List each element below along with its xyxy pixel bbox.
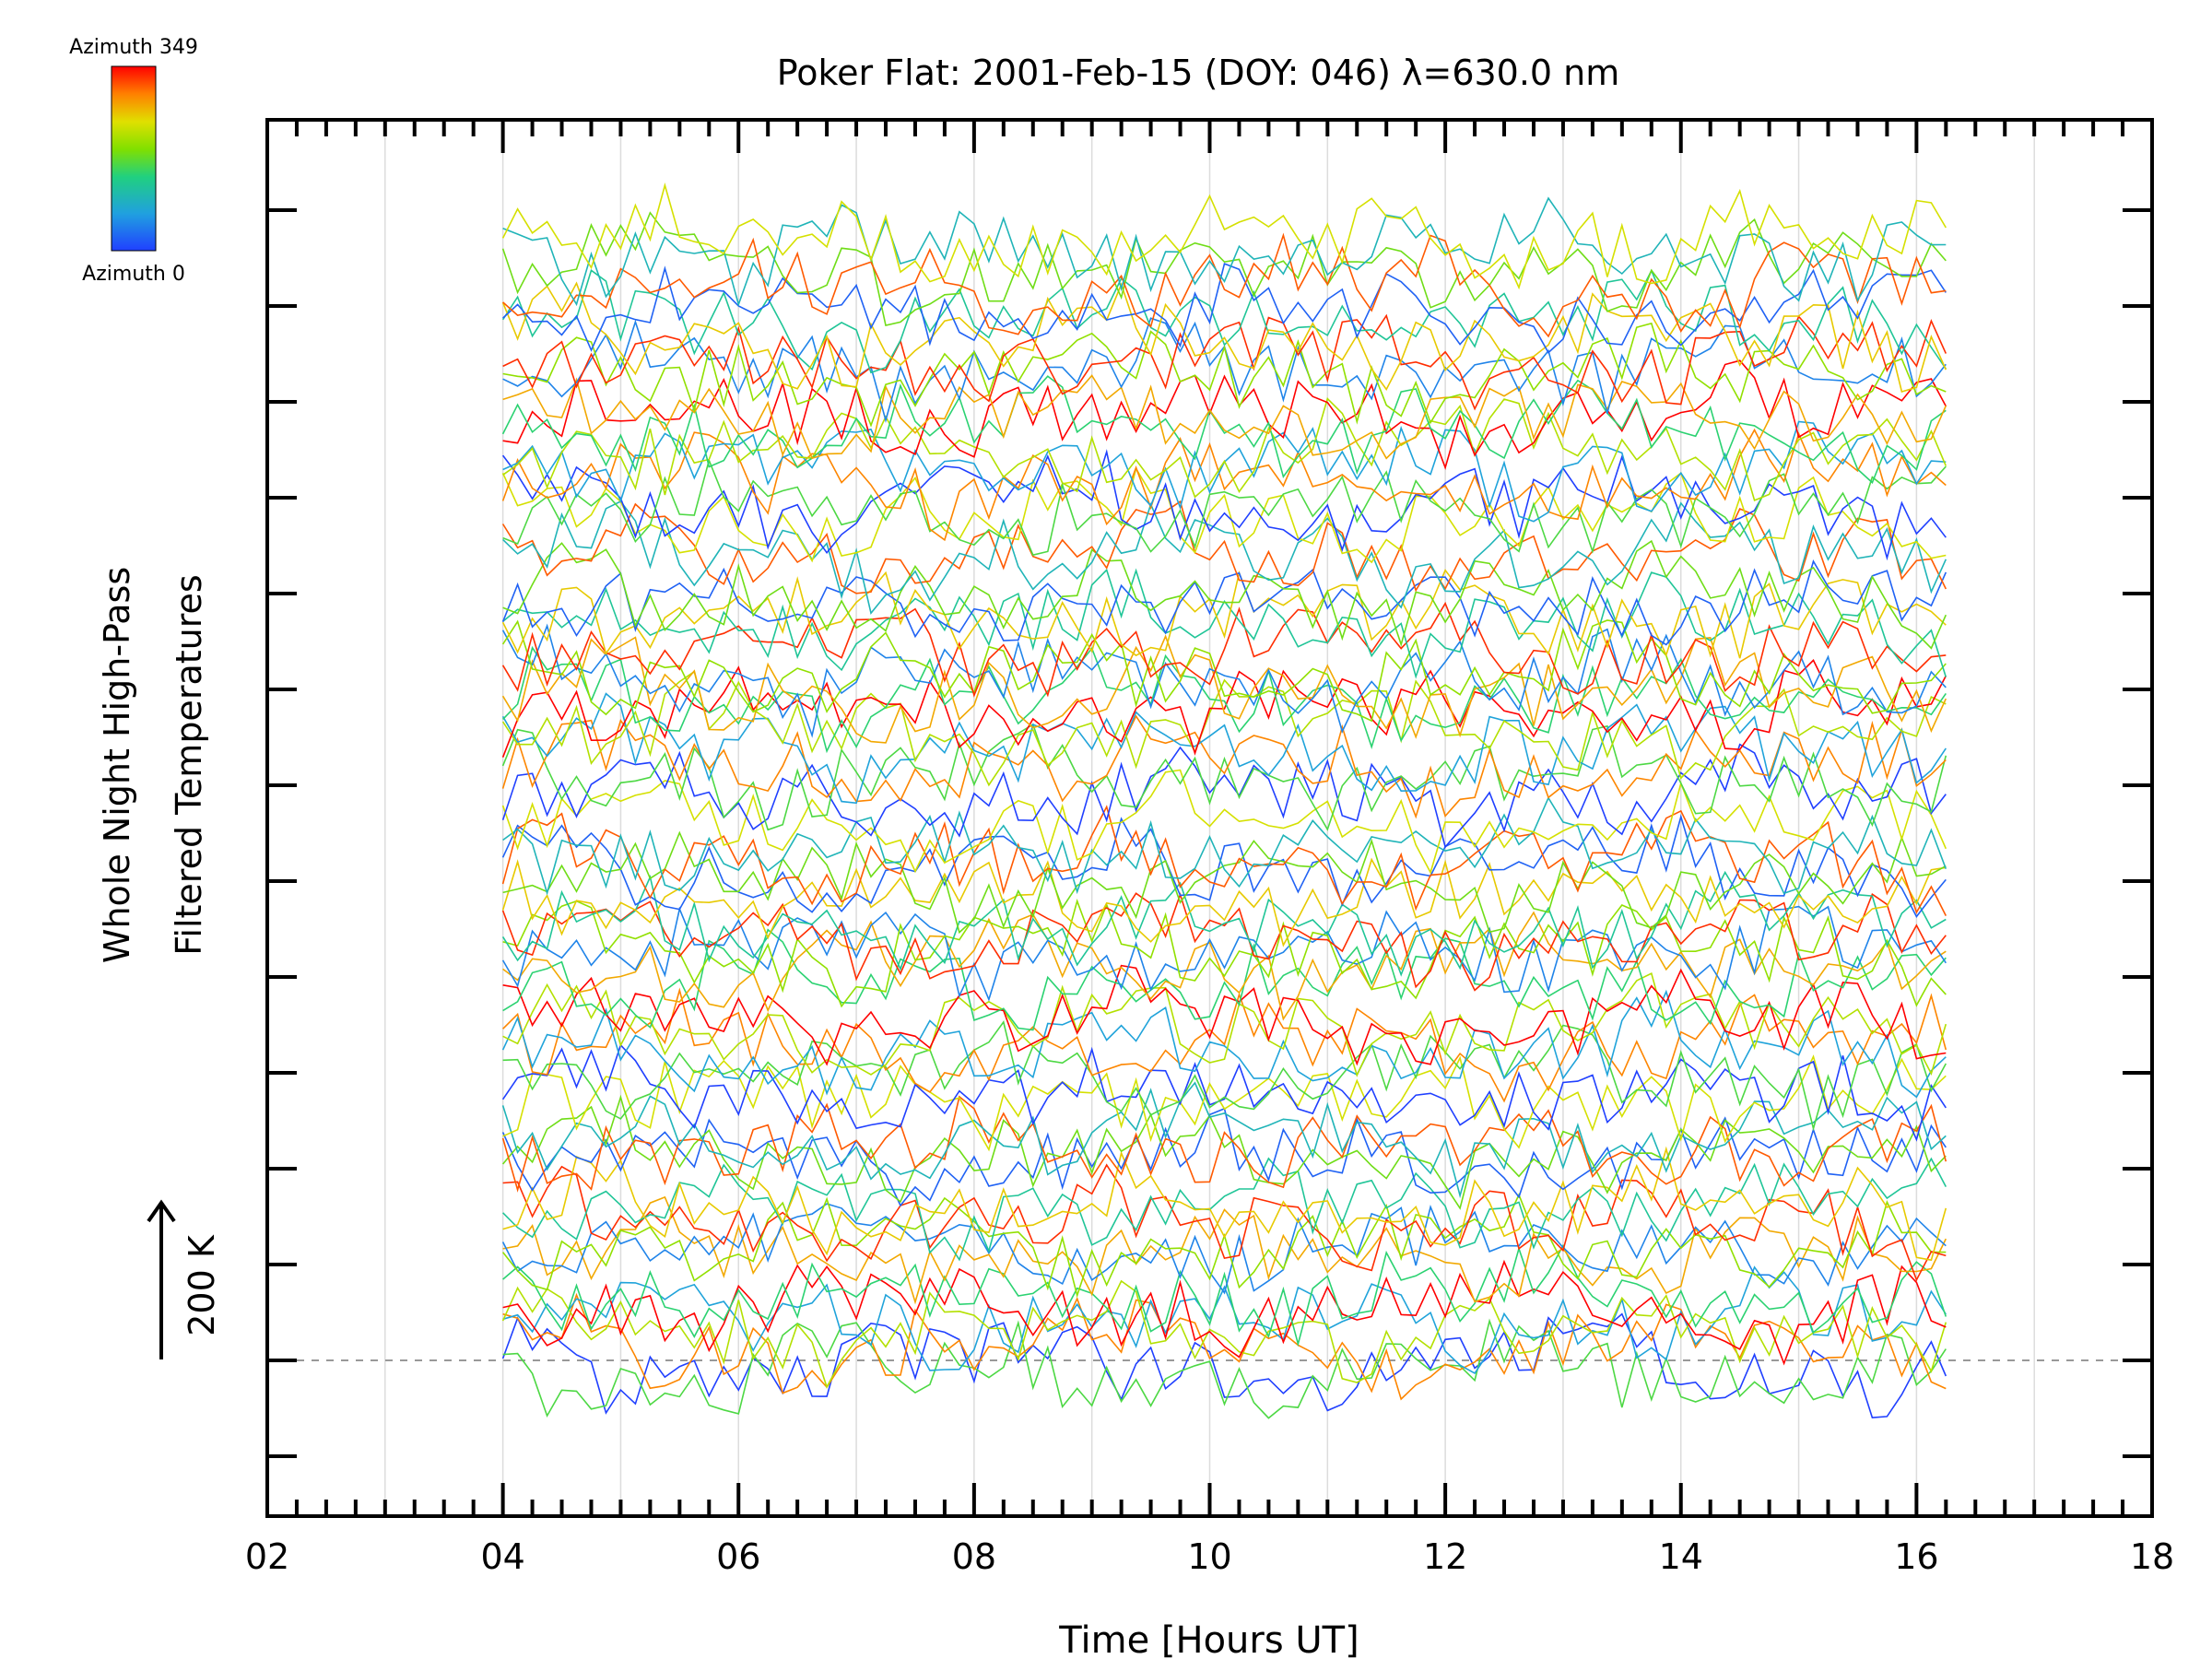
series-line: [502, 359, 1947, 470]
x-tick-label: 06: [716, 1536, 760, 1577]
series-line: [502, 1195, 1947, 1305]
series-line: [501, 1094, 1947, 1210]
series-line: [502, 420, 1947, 523]
chart-title: Poker Flat: 2001-Feb-15 (DOY: 046) λ=630…: [777, 53, 1620, 93]
series-line: [502, 263, 1947, 354]
series-line: [502, 964, 1947, 1066]
series-line: [502, 1259, 1947, 1366]
colorbar-bottom-label: Azimuth 0: [82, 263, 185, 286]
x-tick-labels: 02 04 06 08 10 12 14 16 18: [245, 1536, 2174, 1577]
series-line: [502, 196, 1947, 307]
series-line: [502, 830, 1947, 935]
series-line: [501, 211, 1947, 326]
series-line: [502, 457, 1947, 557]
series-line: [501, 569, 1947, 659]
series-line: [502, 232, 1947, 338]
series-line: [502, 795, 1947, 896]
series-line: [501, 623, 1947, 738]
series-line: [502, 322, 1947, 428]
series-line: [502, 987, 1947, 1103]
x-tick-label: 08: [952, 1536, 996, 1577]
series-line: [501, 500, 1947, 594]
x-tick-label: 16: [1894, 1536, 1938, 1577]
series-line: [502, 1163, 1947, 1282]
axis-ticks: [265, 120, 2154, 1516]
series-line: [502, 911, 1947, 1021]
series-line: [501, 659, 1947, 758]
scale-arrow: [147, 1199, 176, 1359]
series-line: [501, 857, 1947, 947]
series-line: [501, 714, 1947, 819]
series-line: [502, 500, 1947, 615]
series-line: [501, 891, 1947, 992]
series-line: [501, 1279, 1947, 1389]
series-line: [502, 313, 1947, 411]
series-line: [502, 1054, 1947, 1152]
series-line: [502, 1243, 1947, 1347]
series-line: [501, 1043, 1947, 1142]
series-line: [502, 971, 1947, 1077]
y-axis-label-line1: Whole Night High-Pass: [97, 567, 137, 963]
x-tick-label: 04: [480, 1536, 524, 1577]
series-line: [501, 619, 1947, 723]
series-line: [501, 559, 1947, 646]
series-line: [501, 375, 1947, 484]
series-line: [502, 374, 1947, 460]
series-line: [502, 1157, 1947, 1262]
scale-label: 200 K: [182, 1234, 222, 1336]
colorbar-top-label: Azimuth 349: [69, 36, 198, 59]
x-tick-label: 14: [1659, 1536, 1703, 1577]
y-axis-label-line2: Filtered Temperatures: [169, 574, 209, 955]
x-tick-label: 18: [2130, 1536, 2174, 1577]
series-line: [501, 1081, 1947, 1199]
series-line: [501, 601, 1947, 698]
series-line: [502, 396, 1947, 501]
series-line: [501, 449, 1947, 561]
series-line: [502, 1265, 1947, 1374]
x-axis-label: Time [Hours UT]: [1058, 1619, 1359, 1659]
series-line: [501, 268, 1947, 374]
x-tick-label: 02: [245, 1536, 289, 1577]
series-line: [501, 1095, 1947, 1193]
series-line: [502, 1146, 1947, 1262]
data-series: [501, 182, 1947, 1419]
series-line: [502, 539, 1947, 650]
series-line: [501, 805, 1947, 916]
series-line: [502, 645, 1947, 754]
x-tick-label: 12: [1423, 1536, 1467, 1577]
series-line: [501, 723, 1947, 831]
series-line: [501, 1203, 1947, 1295]
series-line: [501, 281, 1947, 394]
series-line: [501, 466, 1947, 564]
series-line: [501, 692, 1947, 805]
series-line: [502, 898, 1947, 1008]
series-line: [501, 814, 1947, 918]
series-line: [501, 989, 1947, 1099]
series-line: [501, 428, 1947, 542]
x-tick-label: 10: [1187, 1536, 1231, 1577]
series-line: [501, 1312, 1947, 1418]
colorbar: [111, 65, 157, 252]
series-line: [501, 905, 1947, 1002]
series-line: [502, 1020, 1947, 1132]
series-line: [501, 670, 1947, 787]
series-line: [502, 928, 1947, 1031]
series-line: [502, 1318, 1947, 1419]
series-line: [501, 182, 1947, 290]
